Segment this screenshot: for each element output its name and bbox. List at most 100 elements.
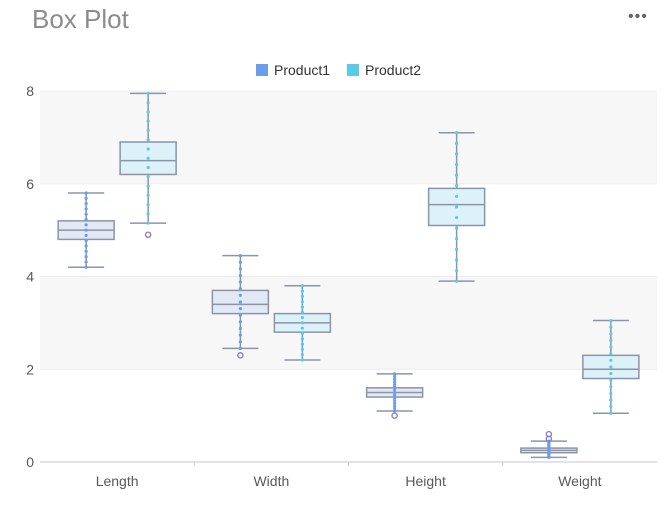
data-point [300,294,304,298]
data-point [455,247,459,251]
y-tick-label: 6 [26,176,34,192]
data-point [300,353,304,357]
data-point [393,385,397,389]
chart-title: Box Plot [32,4,129,34]
legend-label: Product1 [274,62,330,78]
data-point [609,318,613,323]
data-point [300,321,304,325]
grid-band [40,276,657,370]
data-point [238,267,242,271]
outlier-point [144,231,152,239]
data-point [609,385,613,389]
data-point [84,207,88,211]
data-point [146,128,150,133]
data-point [300,331,304,336]
data-point [609,371,613,376]
legend-swatch [256,64,268,76]
data-point [300,337,304,341]
data-point [393,382,397,387]
data-point [146,147,150,151]
data-point [238,307,242,311]
data-point [609,405,613,409]
outlier-point [545,430,553,438]
data-point [300,326,304,330]
x-tick-label: Height [405,473,446,489]
data-point [238,287,242,291]
data-point [393,372,397,376]
data-point [393,401,397,405]
data-point [84,265,88,269]
data-point [300,300,304,304]
data-point [455,141,459,145]
more-options-icon[interactable]: ••• [628,8,648,25]
outlier-point [237,352,244,359]
data-point [455,194,459,198]
data-point [84,249,88,253]
x-tick-label: Length [96,473,139,489]
data-point [146,119,150,123]
data-point [84,196,88,200]
data-point [238,254,242,258]
data-point [393,409,397,413]
data-point [300,289,304,293]
y-tick-label: 8 [26,83,34,99]
data-point [455,258,459,262]
data-point [455,162,459,167]
data-point [238,333,242,337]
data-point [609,365,613,369]
data-point [455,237,459,241]
data-point [609,411,613,415]
outlier-point [391,412,398,419]
y-tick-label: 0 [26,454,34,470]
data-point [146,184,150,188]
data-point [393,377,397,381]
data-point [393,388,397,392]
data-point [238,260,242,264]
data-point [393,374,397,379]
data-point [393,396,397,400]
data-point [146,203,150,207]
y-tick-label: 2 [26,361,34,377]
data-point [609,358,613,362]
data-point [300,358,304,362]
data-point [455,279,459,283]
data-point [146,138,150,142]
data-point [238,326,242,331]
data-point [146,110,150,114]
data-point [238,293,242,297]
data-point [609,398,613,402]
data-point [238,340,242,344]
data-point [609,332,613,336]
data-point [455,131,459,135]
data-point [300,305,304,309]
data-point [146,91,150,95]
data-point [146,156,150,160]
y-tick-label: 4 [26,269,34,285]
data-point [238,273,242,278]
data-point [84,244,88,248]
legend-swatch [347,64,359,76]
data-point [84,191,88,195]
data-point [146,212,150,216]
data-point [146,193,150,197]
data-point [238,280,242,284]
legend-label: Product2 [365,62,421,78]
data-point [393,404,397,408]
data-point [300,315,304,320]
data-point [455,184,459,188]
data-point [84,228,88,232]
data-point [455,215,459,220]
data-point [393,380,397,384]
data-point [609,345,613,349]
data-point [393,406,397,410]
data-point [455,205,459,209]
data-point [84,233,88,238]
data-point [609,352,613,356]
data-point [609,391,613,396]
data-point [84,202,88,206]
data-point [84,223,88,227]
data-point [84,212,88,216]
data-point [84,260,88,264]
data-point [300,342,304,346]
